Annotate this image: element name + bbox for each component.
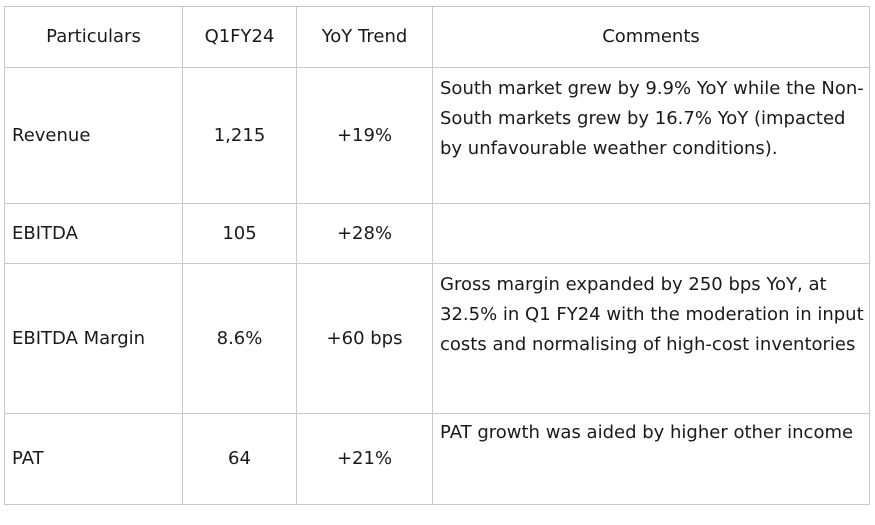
row-yoy-trend: +60 bps bbox=[296, 263, 433, 414]
row-comment: PAT growth was aided by higher other inc… bbox=[432, 413, 870, 505]
row-yoy-trend: +21% bbox=[296, 413, 433, 505]
row-yoy-trend: +28% bbox=[296, 203, 433, 264]
row-q1fy24-value: 1,215 bbox=[182, 67, 297, 204]
row-particular: PAT bbox=[4, 413, 183, 505]
row-particular: EBITDA Margin bbox=[4, 263, 183, 414]
row-q1fy24-value: 8.6% bbox=[182, 263, 297, 414]
table-row: PAT 64 +21% PAT growth was aided by high… bbox=[4, 413, 870, 505]
row-particular: EBITDA bbox=[4, 203, 183, 264]
table-row: EBITDA 105 +28% bbox=[4, 203, 870, 264]
row-yoy-trend: +19% bbox=[296, 67, 433, 204]
row-particular: Revenue bbox=[4, 67, 183, 204]
header-comments: Comments bbox=[432, 6, 870, 68]
row-q1fy24-value: 105 bbox=[182, 203, 297, 264]
row-comment bbox=[432, 203, 870, 264]
row-comment: Gross margin expanded by 250 bps YoY, at… bbox=[432, 263, 870, 414]
row-q1fy24-value: 64 bbox=[182, 413, 297, 505]
results-table: Particulars Q1FY24 YoY Trend Comments Re… bbox=[4, 6, 870, 505]
header-q1fy24: Q1FY24 bbox=[182, 6, 297, 68]
header-particulars: Particulars bbox=[4, 6, 183, 68]
table-row: EBITDA Margin 8.6% +60 bps Gross margin … bbox=[4, 263, 870, 414]
row-comment: South market grew by 9.9% YoY while the … bbox=[432, 67, 870, 204]
table-row: Revenue 1,215 +19% South market grew by … bbox=[4, 67, 870, 204]
results-table-container: Particulars Q1FY24 YoY Trend Comments Re… bbox=[4, 6, 870, 505]
header-yoy-trend: YoY Trend bbox=[296, 6, 433, 68]
table-header-row: Particulars Q1FY24 YoY Trend Comments bbox=[4, 6, 870, 68]
